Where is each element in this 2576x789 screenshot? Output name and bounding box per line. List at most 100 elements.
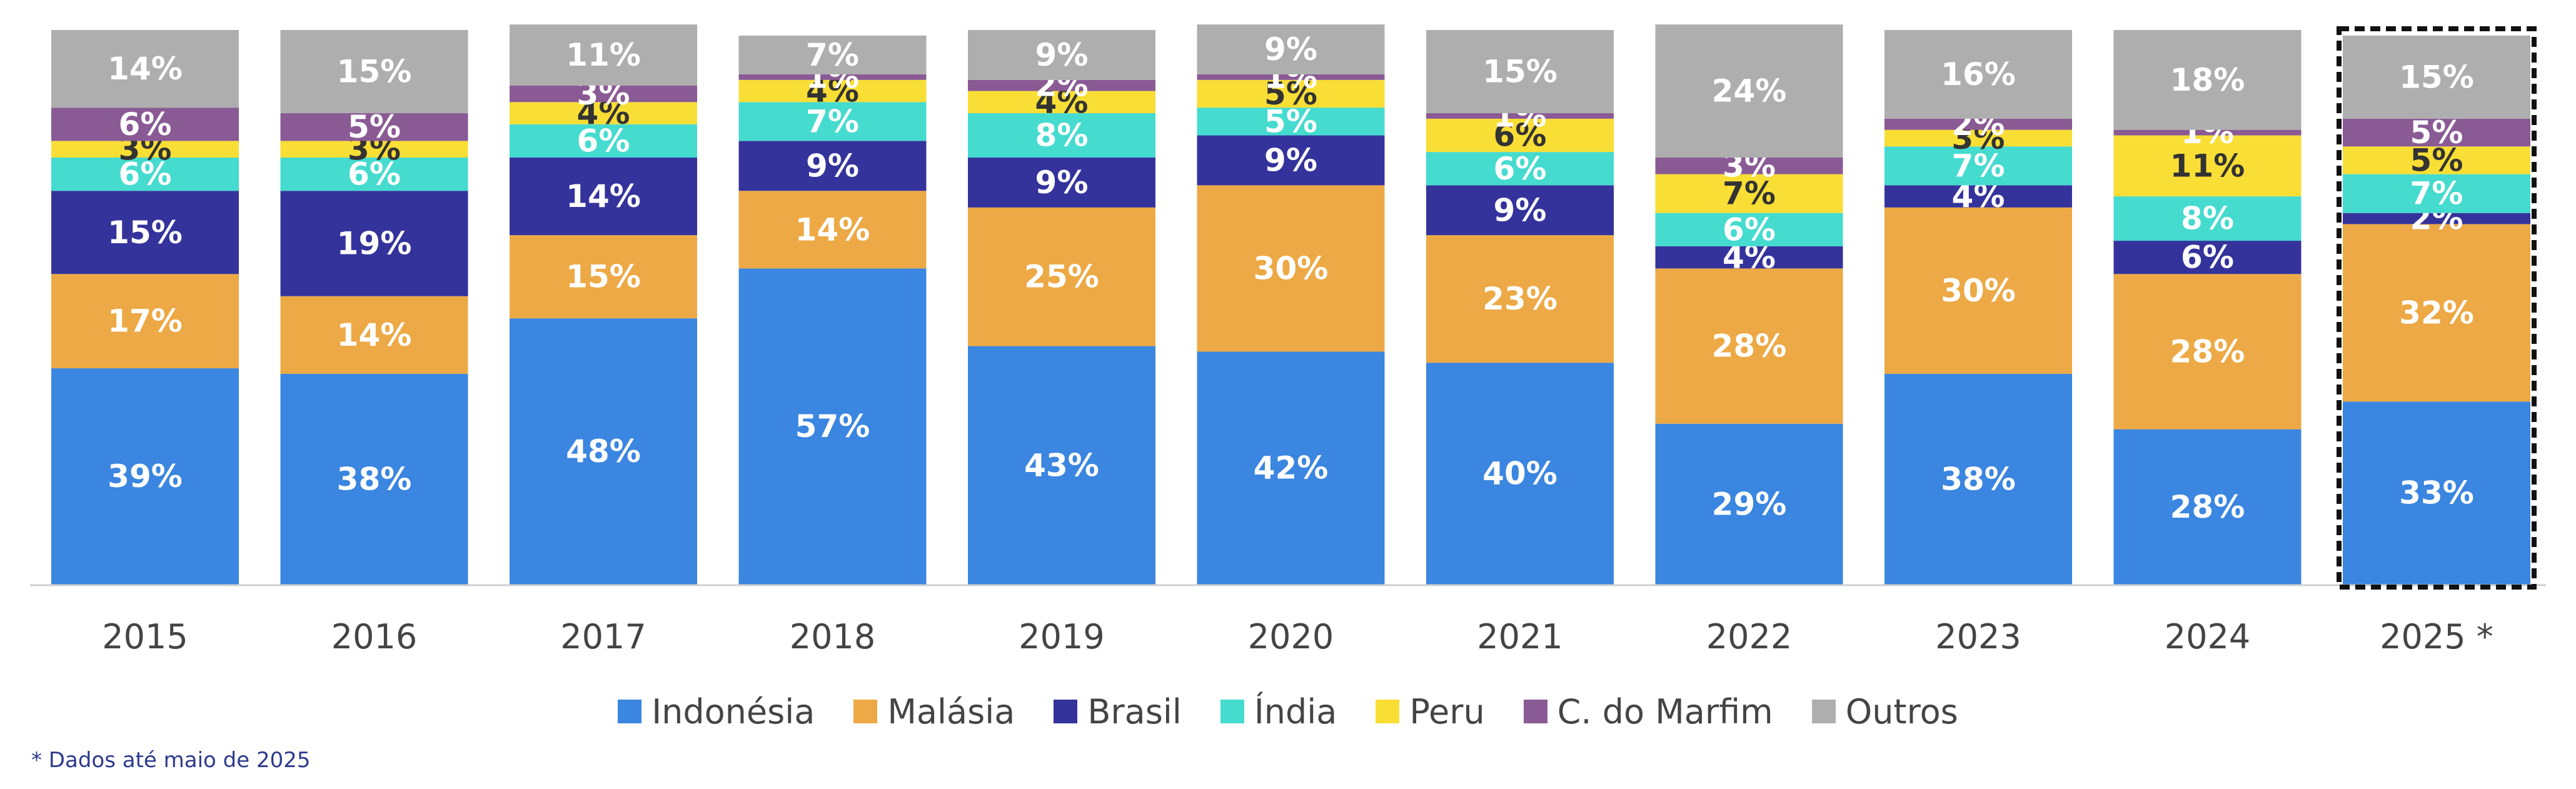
x-tick-label: 2018 (790, 617, 875, 656)
data-label: 25% (1024, 259, 1099, 295)
bar-segment (968, 113, 1155, 158)
bar-segment (968, 158, 1155, 208)
bar-segment (1197, 185, 1385, 352)
bar-segment (2113, 135, 2302, 197)
legend-swatch (1376, 700, 1400, 723)
legend-label: C. do Marfim (1557, 691, 1773, 731)
data-label: 5% (2410, 142, 2463, 178)
data-label: 19% (337, 225, 412, 261)
data-label: 38% (337, 461, 412, 497)
data-label: 6% (348, 156, 401, 193)
bar-segment (1884, 146, 2072, 186)
bar-segment (1197, 351, 1385, 585)
bar-segment (1655, 24, 1843, 158)
bar-segment (1655, 174, 1843, 213)
bar-segment (1426, 235, 1614, 363)
bar-segment (51, 191, 239, 274)
data-label: 7% (1723, 176, 1776, 212)
data-label: 6% (577, 123, 630, 159)
bar-segment (1197, 74, 1385, 80)
data-label: 14% (108, 51, 183, 87)
data-label: 15% (1482, 54, 1557, 90)
bar-segment (1426, 152, 1614, 186)
bar-segment (1655, 213, 1843, 246)
bar-segment (2113, 30, 2302, 130)
data-label: 6% (1494, 118, 1547, 154)
x-tick-label: 2022 (1706, 617, 1792, 656)
bar-segment (1426, 30, 1614, 114)
legend-swatch (1220, 700, 1244, 723)
legend-swatch (618, 700, 642, 723)
bar-segment (1426, 118, 1614, 153)
bar-segment (1655, 158, 1843, 174)
bar-segment (1884, 118, 2072, 130)
bar-segment (2343, 35, 2530, 119)
legend: Indonésia Malásia Brasil Índia Peru C. do Mar… (0, 686, 2576, 736)
bar-segment (738, 141, 927, 191)
data-label: 39% (108, 458, 183, 495)
bar-segment (280, 30, 468, 114)
bar-segment (738, 191, 927, 269)
x-tick-label: 2023 (1935, 617, 2021, 656)
bar-segment (2343, 213, 2530, 224)
bar-segment (510, 235, 697, 319)
data-label: 9% (1494, 192, 1547, 228)
bar-segment (738, 268, 927, 585)
data-label: 30% (1941, 273, 2016, 309)
x-axis-ticks: 2015 2016 2017 2018 2019 2020 2021 2022 2023 2024… (102, 617, 2493, 656)
legend-item: Brasil (1054, 691, 1182, 731)
data-label: 33% (2399, 475, 2474, 511)
data-label: 7% (806, 37, 859, 73)
bar-segment (738, 79, 927, 103)
bar-segment (968, 346, 1155, 585)
data-label: 42% (1254, 450, 1329, 486)
x-tick-label: 2025 * (2380, 617, 2493, 656)
bar-segment (280, 296, 468, 374)
bar-segment (51, 368, 239, 585)
data-label: 38% (1941, 461, 2016, 497)
bar-segment (280, 113, 468, 141)
bar-segment (1884, 207, 2072, 374)
data-label: 43% (1024, 447, 1099, 483)
x-tick-label: 2019 (1019, 617, 1104, 656)
bar-segment (738, 35, 927, 74)
bar-segment (1655, 268, 1843, 424)
bar-segment (1884, 129, 2072, 147)
data-label: 6% (119, 156, 172, 193)
bar-segment (738, 102, 927, 141)
data-label: 15% (108, 214, 183, 251)
data-label: 15% (2399, 59, 2474, 95)
bar-segment (510, 24, 697, 86)
bar-segment (510, 102, 697, 124)
bar-segment (510, 318, 697, 585)
data-label: 9% (1264, 142, 1317, 178)
data-label: 6% (1723, 211, 1776, 248)
bar-segment (1655, 246, 1843, 269)
legend-label: Outros (1845, 691, 1958, 731)
bar-segment (2343, 174, 2530, 213)
data-label: 9% (806, 148, 859, 184)
x-tick-label: 2017 (560, 617, 646, 656)
data-label: 15% (566, 259, 641, 295)
bar-segment (1426, 185, 1614, 236)
legend-swatch (1054, 700, 1078, 723)
bar-segment (1884, 185, 2072, 208)
x-tick-label: 2016 (331, 617, 417, 656)
data-label: 9% (1264, 31, 1317, 68)
data-label: 11% (2170, 148, 2245, 184)
data-label: 28% (2170, 333, 2245, 369)
data-label: 15% (337, 54, 412, 90)
data-label: 6% (119, 106, 172, 143)
legend-item: C. do Marfim (1523, 691, 1773, 731)
footnote: * Dados até maio de 2025 (31, 748, 311, 773)
data-label: 48% (566, 433, 641, 470)
legend-label: Brasil (1087, 691, 1182, 731)
data-label: 18% (2170, 62, 2245, 98)
data-label: 57% (795, 408, 870, 445)
bar-segment (510, 124, 697, 158)
bar-segment (2343, 146, 2530, 174)
legend-item: Malásia (853, 692, 1015, 731)
data-label: 7% (1952, 148, 2005, 184)
bar-segment (280, 373, 468, 585)
bar-segment (1197, 79, 1385, 108)
